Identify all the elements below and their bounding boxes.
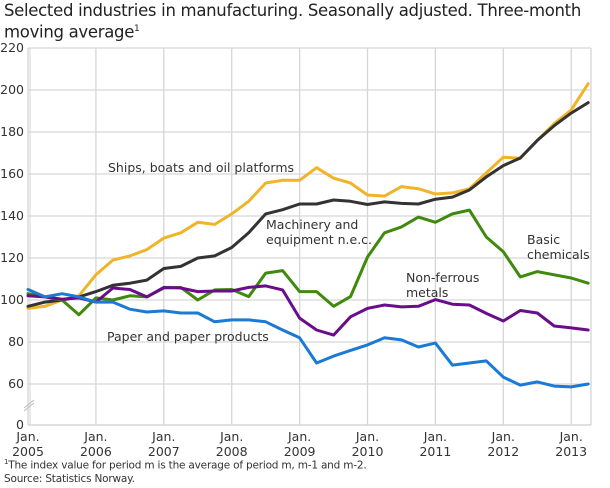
y-tick-label: 80 xyxy=(8,334,24,349)
label-ships: Ships, boats and oil platforms xyxy=(108,160,294,175)
y-tick-label: 100 xyxy=(0,292,24,307)
x-tick-label: 2006 xyxy=(80,444,112,459)
footnote-text: The index value for period m is the aver… xyxy=(8,459,367,472)
y-tick-label: 220 xyxy=(0,40,24,55)
label-nonferrous-2: metals xyxy=(406,285,448,300)
label-chemicals-2: chemicals xyxy=(527,247,590,262)
series-line-paper-and-paper-products xyxy=(26,288,590,389)
label-chemicals-1: Basic xyxy=(527,232,560,247)
label-machinery-1: Machinery and xyxy=(266,217,358,232)
y-tick-label: 180 xyxy=(0,124,24,139)
series-line-ships-boats-and-oil-platforms xyxy=(26,82,590,310)
chart-title: Selected industries in manufacturing. Se… xyxy=(4,1,604,42)
source: Source: Statistics Norway. xyxy=(4,473,135,485)
series-lines xyxy=(26,82,590,389)
axis-break-mark xyxy=(23,399,35,409)
y-tick-label: 0 xyxy=(16,417,24,432)
axis-break-mark xyxy=(23,402,35,412)
y-tick-label: 140 xyxy=(0,208,24,223)
y-tick-label: 200 xyxy=(0,82,24,97)
footnote-mark: 1 xyxy=(4,458,9,466)
x-tick-label: Jan. xyxy=(559,429,583,444)
x-tick-label: Jan. xyxy=(151,429,175,444)
label-paper: Paper and paper products xyxy=(107,329,269,344)
x-tick-label: Jan. xyxy=(219,429,243,444)
chart-title-text: Selected industries in manufacturing. Se… xyxy=(4,1,582,42)
x-tick-label: 2013 xyxy=(555,444,587,459)
label-machinery-2: equipment n.e.c. xyxy=(266,232,372,247)
x-tick-label: Jan. xyxy=(423,429,447,444)
x-tick-label: Jan. xyxy=(287,429,311,444)
x-tick-label: Jan. xyxy=(15,429,39,444)
series-line-non-ferrous-metals xyxy=(26,284,590,337)
x-tick-label: 2010 xyxy=(352,444,384,459)
y-tick-label: 60 xyxy=(8,376,24,391)
x-tick-label: 2012 xyxy=(487,444,519,459)
x-tick-label: 2009 xyxy=(284,444,316,459)
series-line-machinery-and-equipment-n-e-c xyxy=(26,101,590,308)
tick-labels: 06080100120140160180200220Jan.2005Jan.20… xyxy=(0,40,587,459)
y-tick-label: 160 xyxy=(0,166,24,181)
x-tick-label: 2011 xyxy=(419,444,451,459)
x-tick-label: 2008 xyxy=(216,444,248,459)
y-tick-label: 120 xyxy=(0,250,24,265)
annotations: Ships, boats and oil platforms Machinery… xyxy=(107,160,590,344)
label-nonferrous-1: Non-ferrous xyxy=(406,270,479,285)
x-tick-label: Jan. xyxy=(355,429,379,444)
x-tick-label: Jan. xyxy=(491,429,515,444)
footnote: 1The index value for period m is the ave… xyxy=(4,458,367,472)
title-footnote-mark: 1 xyxy=(134,24,140,34)
series-line-basic-chemicals xyxy=(26,208,590,317)
x-tick-label: Jan. xyxy=(83,429,107,444)
x-tick-label: 2005 xyxy=(12,444,44,459)
x-tick-label: 2007 xyxy=(148,444,180,459)
